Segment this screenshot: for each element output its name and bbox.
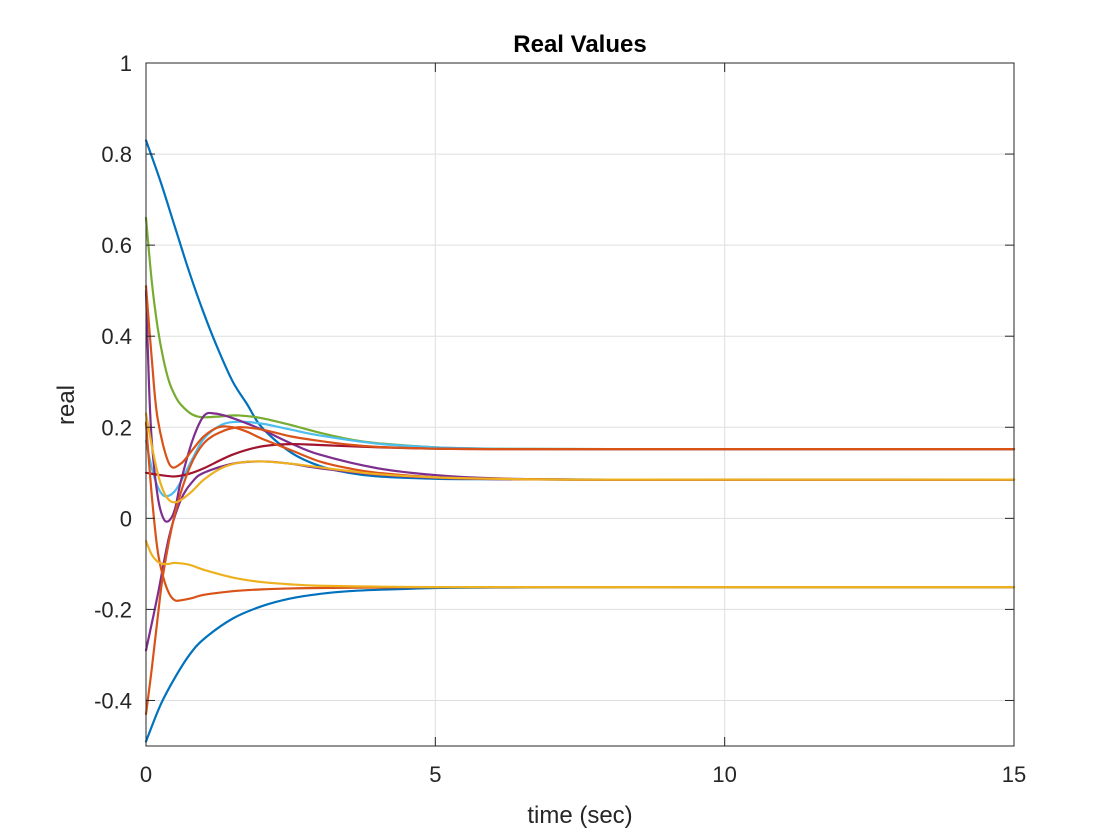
tick-layer bbox=[145, 62, 1015, 746]
y-tick-label: 0.4 bbox=[101, 324, 132, 349]
plot-frame bbox=[145, 62, 1015, 747]
series-line-8 bbox=[144, 426, 1016, 716]
y-tick-label: -0.4 bbox=[94, 688, 132, 713]
tick-label-layer: 0 5 10 15 -0.4 -0.2 0 0.2 0.4 0.6 0.8 1 bbox=[94, 51, 1026, 787]
y-tick-label: 0.6 bbox=[101, 233, 132, 258]
x-tick-label: 0 bbox=[140, 762, 152, 787]
y-tick-label: 1 bbox=[120, 51, 132, 76]
x-tick-label: 15 bbox=[1002, 762, 1026, 787]
x-tick-label: 10 bbox=[712, 762, 736, 787]
series-line-11 bbox=[144, 412, 1016, 504]
y-tick-label: -0.2 bbox=[94, 597, 132, 622]
x-tick-label: 5 bbox=[429, 762, 441, 787]
y-tick-label: 0 bbox=[120, 506, 132, 531]
y-tick-label: 0.2 bbox=[101, 415, 132, 440]
chart-title: Real Values bbox=[513, 31, 646, 58]
y-axis-label: real bbox=[53, 385, 80, 425]
series-line-12 bbox=[144, 540, 1016, 589]
y-tick-label: 0.8 bbox=[101, 142, 132, 167]
series-layer bbox=[144, 139, 1016, 743]
x-axis-label: time (sec) bbox=[527, 802, 632, 829]
